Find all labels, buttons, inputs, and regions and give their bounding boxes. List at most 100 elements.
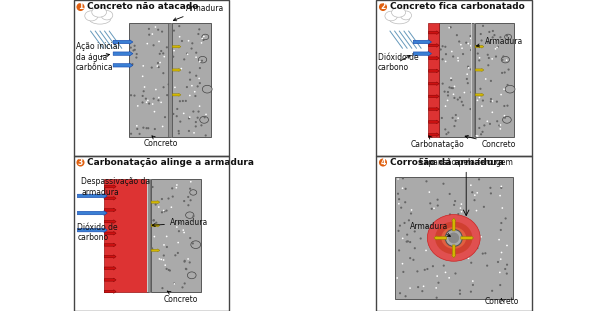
- Circle shape: [154, 111, 155, 113]
- Circle shape: [457, 213, 459, 215]
- Circle shape: [147, 127, 149, 129]
- Bar: [471, 23, 472, 137]
- Circle shape: [158, 41, 160, 42]
- Ellipse shape: [186, 212, 194, 218]
- Circle shape: [133, 95, 136, 97]
- Circle shape: [379, 3, 387, 11]
- Circle shape: [131, 63, 134, 65]
- Circle shape: [145, 98, 147, 100]
- Circle shape: [168, 197, 169, 200]
- Circle shape: [174, 283, 175, 285]
- Circle shape: [185, 268, 187, 270]
- Circle shape: [470, 290, 472, 293]
- Circle shape: [503, 71, 506, 73]
- Circle shape: [474, 247, 476, 249]
- Circle shape: [177, 252, 179, 254]
- Circle shape: [463, 251, 465, 253]
- Circle shape: [146, 43, 148, 44]
- Bar: [104, 179, 148, 292]
- Circle shape: [430, 227, 432, 229]
- Circle shape: [182, 286, 183, 289]
- Circle shape: [460, 101, 463, 103]
- Circle shape: [157, 66, 160, 68]
- Ellipse shape: [441, 227, 466, 249]
- FancyArrow shape: [172, 68, 181, 72]
- Circle shape: [436, 199, 439, 201]
- FancyArrow shape: [451, 218, 456, 231]
- Circle shape: [161, 30, 163, 33]
- Circle shape: [183, 261, 186, 263]
- Circle shape: [160, 101, 162, 103]
- Circle shape: [178, 25, 180, 27]
- Circle shape: [147, 100, 149, 101]
- Circle shape: [172, 113, 174, 115]
- Circle shape: [197, 110, 200, 113]
- Circle shape: [178, 230, 180, 232]
- Circle shape: [174, 86, 176, 88]
- Circle shape: [501, 72, 503, 74]
- Circle shape: [405, 240, 408, 243]
- Circle shape: [199, 61, 201, 63]
- Circle shape: [487, 64, 489, 66]
- Circle shape: [142, 95, 144, 97]
- Circle shape: [488, 31, 491, 33]
- Circle shape: [183, 229, 184, 231]
- Circle shape: [469, 68, 472, 71]
- Circle shape: [195, 52, 197, 54]
- Circle shape: [136, 53, 138, 55]
- Circle shape: [499, 36, 502, 38]
- Circle shape: [197, 33, 200, 35]
- FancyArrow shape: [104, 220, 116, 223]
- Circle shape: [502, 55, 505, 58]
- Circle shape: [482, 100, 484, 102]
- Circle shape: [478, 178, 480, 180]
- Circle shape: [197, 117, 198, 119]
- Circle shape: [453, 125, 456, 127]
- Circle shape: [497, 46, 499, 48]
- Circle shape: [166, 268, 168, 270]
- Ellipse shape: [503, 116, 511, 123]
- Circle shape: [157, 99, 160, 101]
- Circle shape: [470, 91, 473, 93]
- Circle shape: [162, 126, 163, 127]
- Circle shape: [414, 247, 416, 249]
- Ellipse shape: [385, 11, 397, 21]
- FancyArrow shape: [413, 39, 431, 44]
- Circle shape: [142, 127, 145, 129]
- FancyArrow shape: [104, 266, 116, 270]
- Bar: [172, 23, 211, 137]
- Circle shape: [477, 100, 479, 101]
- Circle shape: [409, 287, 411, 289]
- Circle shape: [467, 66, 469, 68]
- Circle shape: [402, 263, 404, 265]
- FancyArrow shape: [104, 185, 116, 188]
- Circle shape: [468, 231, 471, 233]
- Circle shape: [162, 52, 165, 54]
- Circle shape: [451, 51, 453, 52]
- Circle shape: [468, 67, 469, 69]
- Circle shape: [424, 269, 426, 271]
- FancyArrow shape: [475, 93, 484, 96]
- Circle shape: [472, 284, 474, 286]
- Circle shape: [163, 210, 166, 212]
- Circle shape: [490, 192, 492, 194]
- Circle shape: [482, 25, 484, 27]
- Circle shape: [142, 65, 144, 67]
- Circle shape: [152, 44, 155, 46]
- Circle shape: [411, 209, 413, 211]
- Circle shape: [151, 33, 153, 35]
- Circle shape: [506, 272, 508, 275]
- Circle shape: [454, 249, 457, 251]
- Circle shape: [445, 61, 446, 62]
- Circle shape: [468, 258, 469, 259]
- Circle shape: [466, 82, 469, 84]
- Circle shape: [405, 188, 407, 190]
- Circle shape: [190, 181, 192, 183]
- Circle shape: [195, 56, 197, 58]
- Circle shape: [483, 124, 485, 127]
- Circle shape: [198, 28, 200, 30]
- Circle shape: [471, 191, 473, 193]
- Circle shape: [425, 225, 428, 228]
- Circle shape: [459, 96, 461, 99]
- Circle shape: [157, 62, 159, 64]
